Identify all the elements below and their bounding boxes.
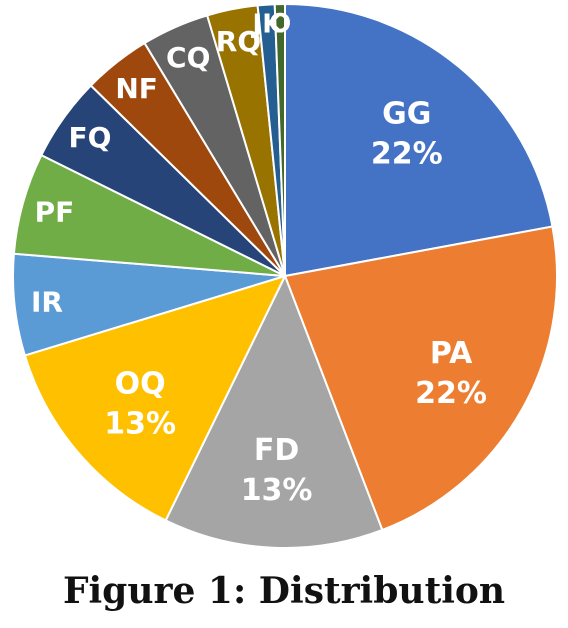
pie-label-ir: IR (31, 285, 63, 318)
pie-value-fd: 13% (241, 473, 313, 508)
pie-label-oq: OQ (115, 367, 166, 402)
pie-slice-pa (283, 225, 558, 532)
pie-value-gg: 22% (371, 137, 443, 172)
pie-label-cq: CQ (166, 41, 210, 74)
pie-label-fd: FD (254, 433, 299, 468)
pie-label-pf: PF (35, 196, 75, 229)
pie-slice-o (273, 2, 286, 277)
pie-slice-fd (164, 273, 384, 549)
pie-label-o: O (269, 9, 291, 39)
pie-label-nf: NF (115, 72, 158, 105)
pie-label-fq: FQ (68, 121, 111, 154)
pie-label-jk: JK (251, 10, 284, 40)
pie-slice-gg (284, 2, 554, 278)
pie-value-oq: 13% (104, 407, 176, 442)
pie-value-pa: 22% (415, 376, 487, 411)
pie-slices (12, 2, 558, 549)
pie-label-pa: PA (430, 336, 473, 371)
pie-label-gg: GG (382, 97, 431, 132)
pie-label-rq: RQ (216, 25, 261, 58)
figure-caption: Figure 1: Distribution (62, 570, 506, 612)
pie-slice-oq (23, 274, 287, 522)
